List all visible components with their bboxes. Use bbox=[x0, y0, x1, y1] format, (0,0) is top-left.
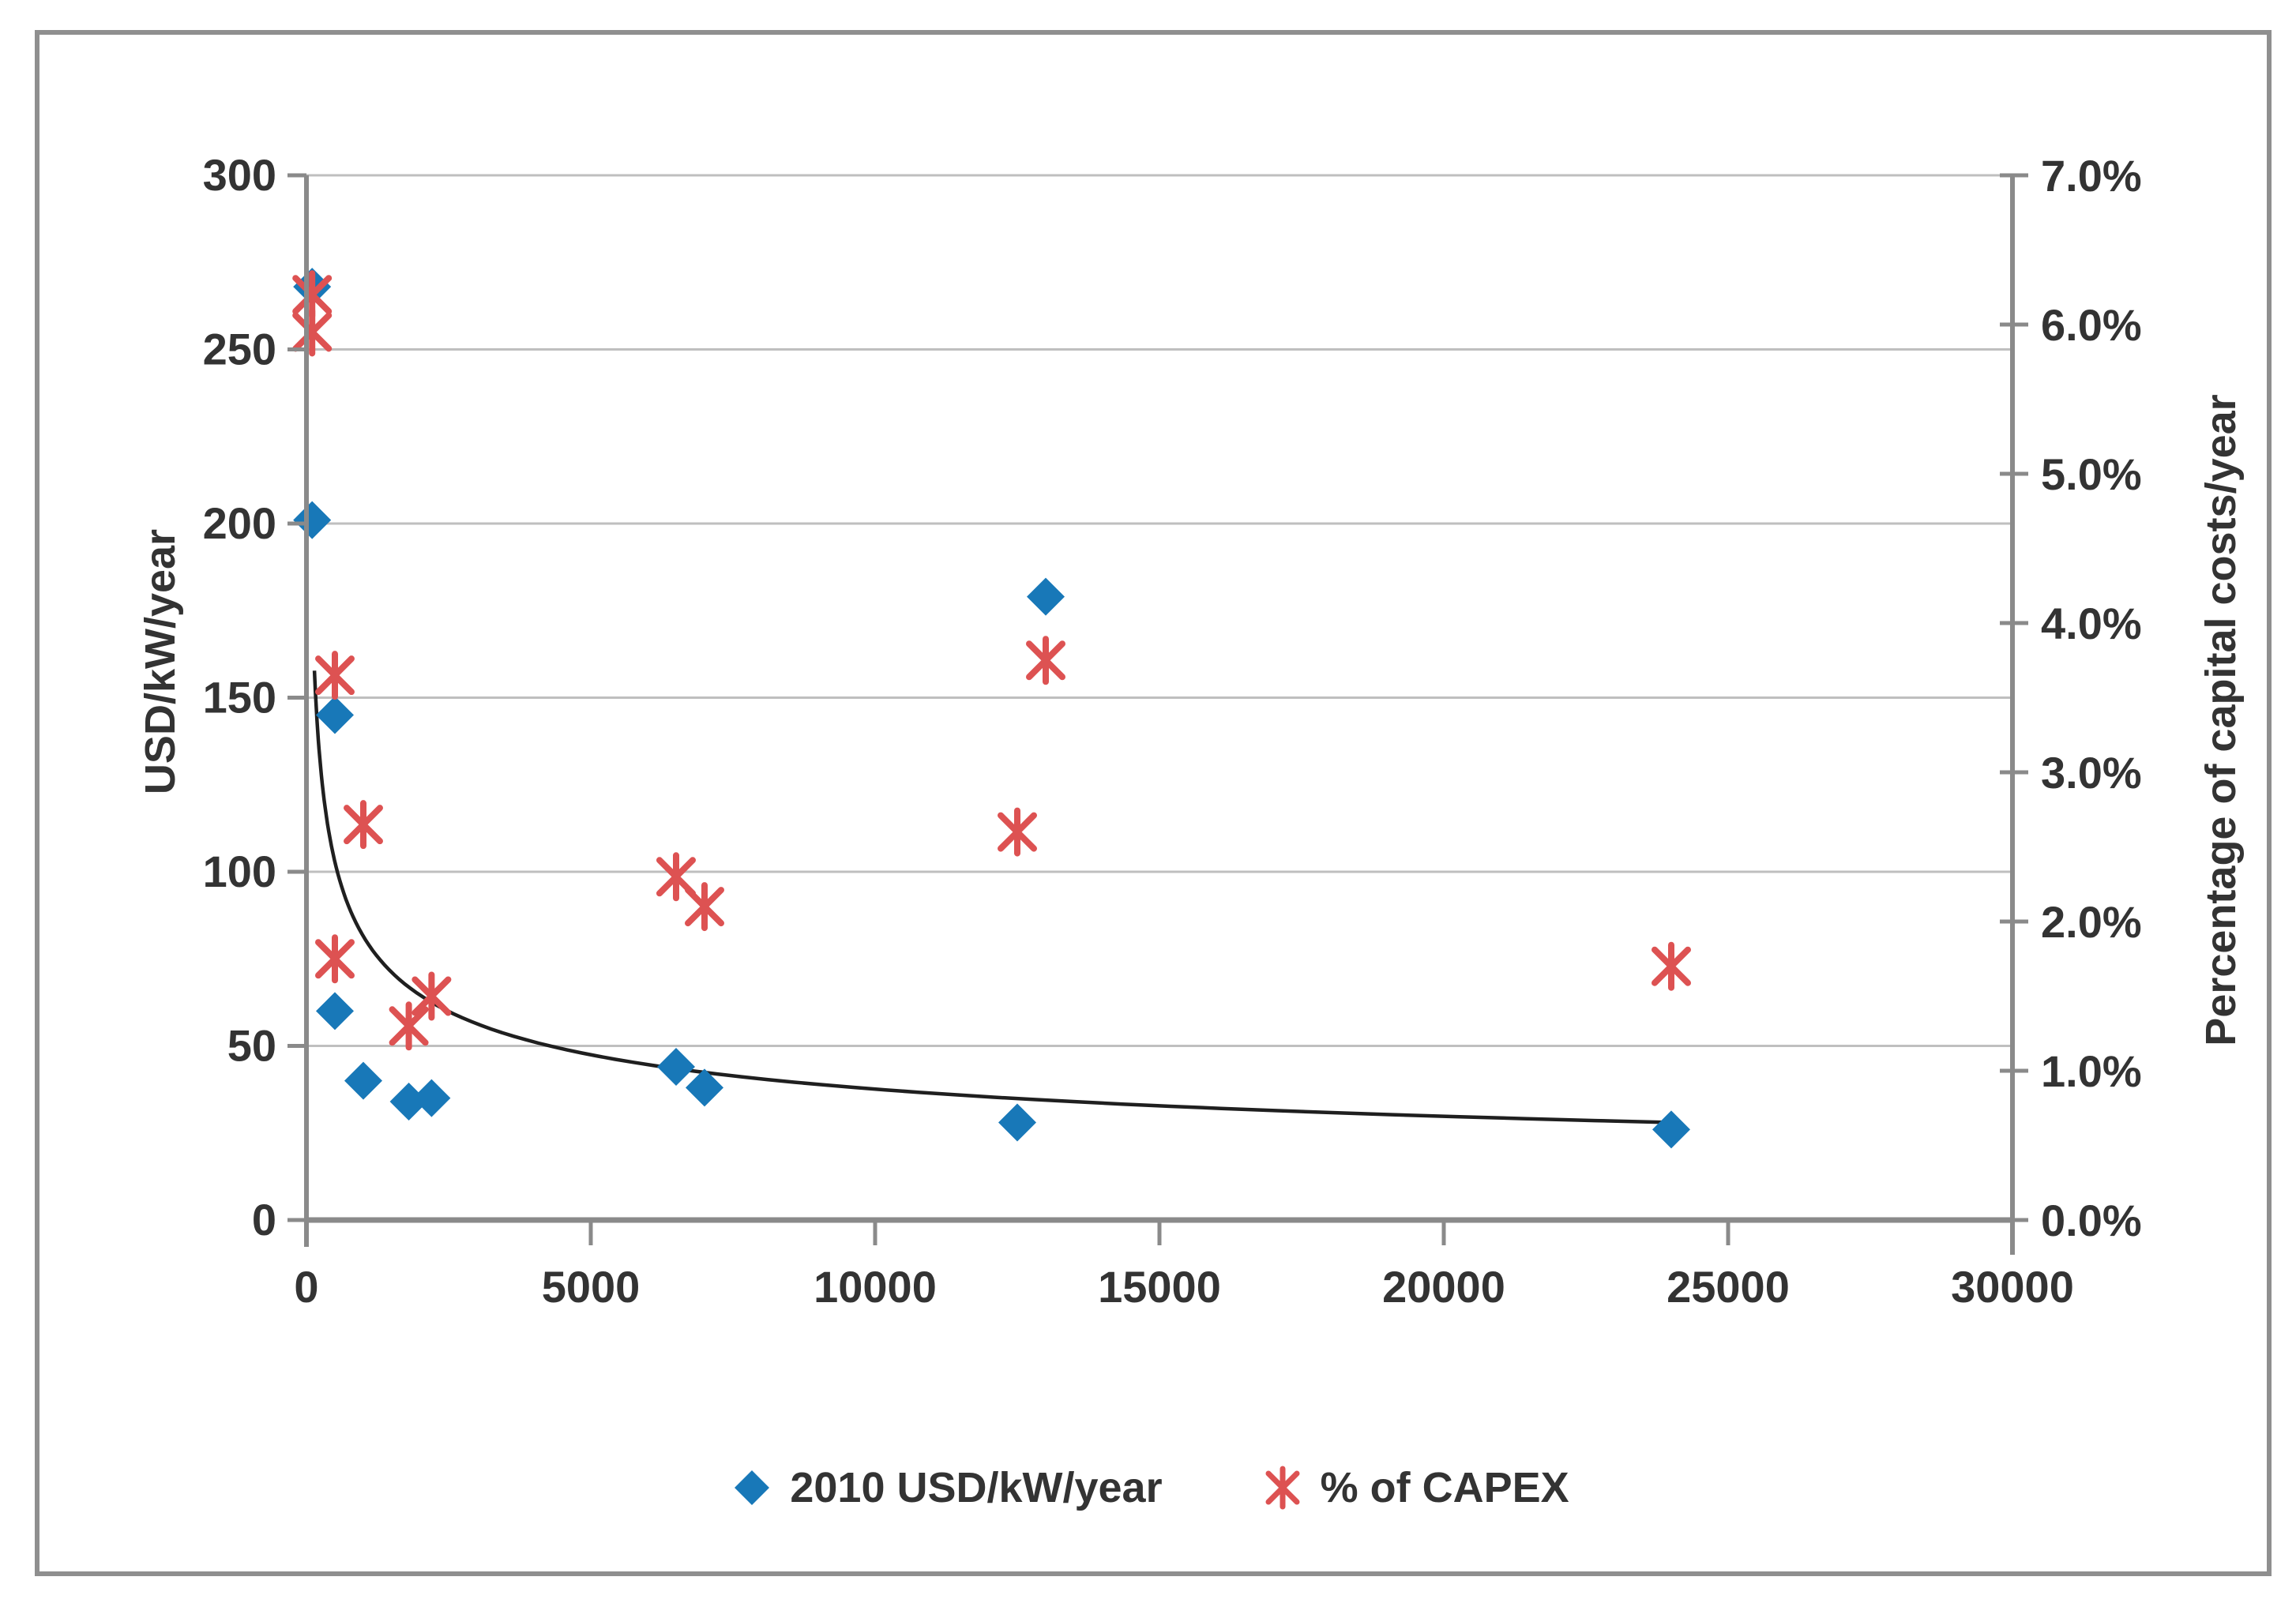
data-point-diamond bbox=[412, 1079, 451, 1117]
data-point-diamond bbox=[293, 501, 332, 539]
y-right-tick-label: 1.0% bbox=[2041, 1046, 2142, 1096]
figure-border bbox=[35, 30, 2272, 1576]
y-right-tick-label: 0.0% bbox=[2041, 1196, 2142, 1245]
data-point-diamond bbox=[316, 992, 354, 1030]
y-left-tick-label: 250 bbox=[203, 325, 276, 374]
left-axis-title: USD/kW/year bbox=[137, 528, 184, 795]
data-point-diamond bbox=[344, 1061, 382, 1100]
y-right-tick-label: 5.0% bbox=[2041, 449, 2142, 499]
y-right-tick-label: 2.0% bbox=[2041, 897, 2142, 947]
x-tick-label: 5000 bbox=[542, 1262, 641, 1312]
data-point-diamond bbox=[686, 1068, 723, 1107]
diamond-glyph bbox=[735, 1470, 770, 1505]
x-tick-label: 0 bbox=[294, 1262, 318, 1312]
data-point-asterisk bbox=[1652, 941, 1691, 991]
y-left-tick-label: 50 bbox=[227, 1021, 276, 1071]
data-point-diamond bbox=[389, 1083, 428, 1121]
x-tick-label: 10000 bbox=[814, 1262, 937, 1312]
data-point-asterisk bbox=[315, 651, 355, 700]
y-left-tick-label: 300 bbox=[203, 150, 276, 200]
legend-label-capex: % of CAPEX bbox=[1320, 1464, 1569, 1511]
y-right-tick-label: 3.0% bbox=[2041, 748, 2142, 798]
legend-diamond-icon bbox=[735, 1470, 770, 1505]
x-tick-label: 15000 bbox=[1098, 1262, 1221, 1312]
data-point-asterisk bbox=[1026, 636, 1065, 685]
y-left-tick-label: 150 bbox=[203, 673, 276, 723]
y-left-tick-label: 0 bbox=[252, 1195, 276, 1244]
y-right-tick-label: 7.0% bbox=[2041, 151, 2142, 201]
data-point-asterisk bbox=[344, 800, 383, 850]
data-point-diamond bbox=[1027, 577, 1065, 616]
x-tick-label: 20000 bbox=[1382, 1262, 1505, 1312]
data-point-diamond bbox=[998, 1103, 1036, 1142]
data-point-diamond bbox=[316, 696, 354, 734]
data-point-asterisk bbox=[389, 1001, 429, 1051]
legend-item-capex: % of CAPEX bbox=[1257, 1462, 1569, 1513]
asterisk-glyph bbox=[1265, 1466, 1300, 1510]
y-left-tick-label: 200 bbox=[203, 498, 276, 548]
legend-item-usd: 2010 USD/kW/year bbox=[727, 1462, 1163, 1513]
y-left-tick-label: 100 bbox=[203, 847, 276, 896]
x-tick-label: 30000 bbox=[1951, 1262, 2074, 1312]
trendline bbox=[312, 670, 1672, 1124]
data-point-asterisk bbox=[998, 807, 1037, 857]
y-right-tick-label: 4.0% bbox=[2041, 599, 2142, 648]
data-point-asterisk bbox=[315, 934, 355, 984]
data-point-diamond bbox=[657, 1047, 695, 1086]
data-point-asterisk bbox=[685, 882, 724, 932]
data-point-diamond bbox=[1652, 1110, 1690, 1149]
data-point-asterisk bbox=[292, 307, 333, 357]
y-right-tick-label: 6.0% bbox=[2041, 300, 2142, 350]
legend: 2010 USD/kW/year % of CAPEX bbox=[0, 1462, 2296, 1513]
legend-label-usd: 2010 USD/kW/year bbox=[790, 1464, 1163, 1511]
legend-asterisk-icon bbox=[1265, 1466, 1300, 1510]
data-point-asterisk bbox=[411, 971, 452, 1021]
right-axis-title: Percentage of capital costs/year bbox=[2197, 394, 2245, 1046]
x-tick-label: 25000 bbox=[1667, 1262, 1790, 1312]
